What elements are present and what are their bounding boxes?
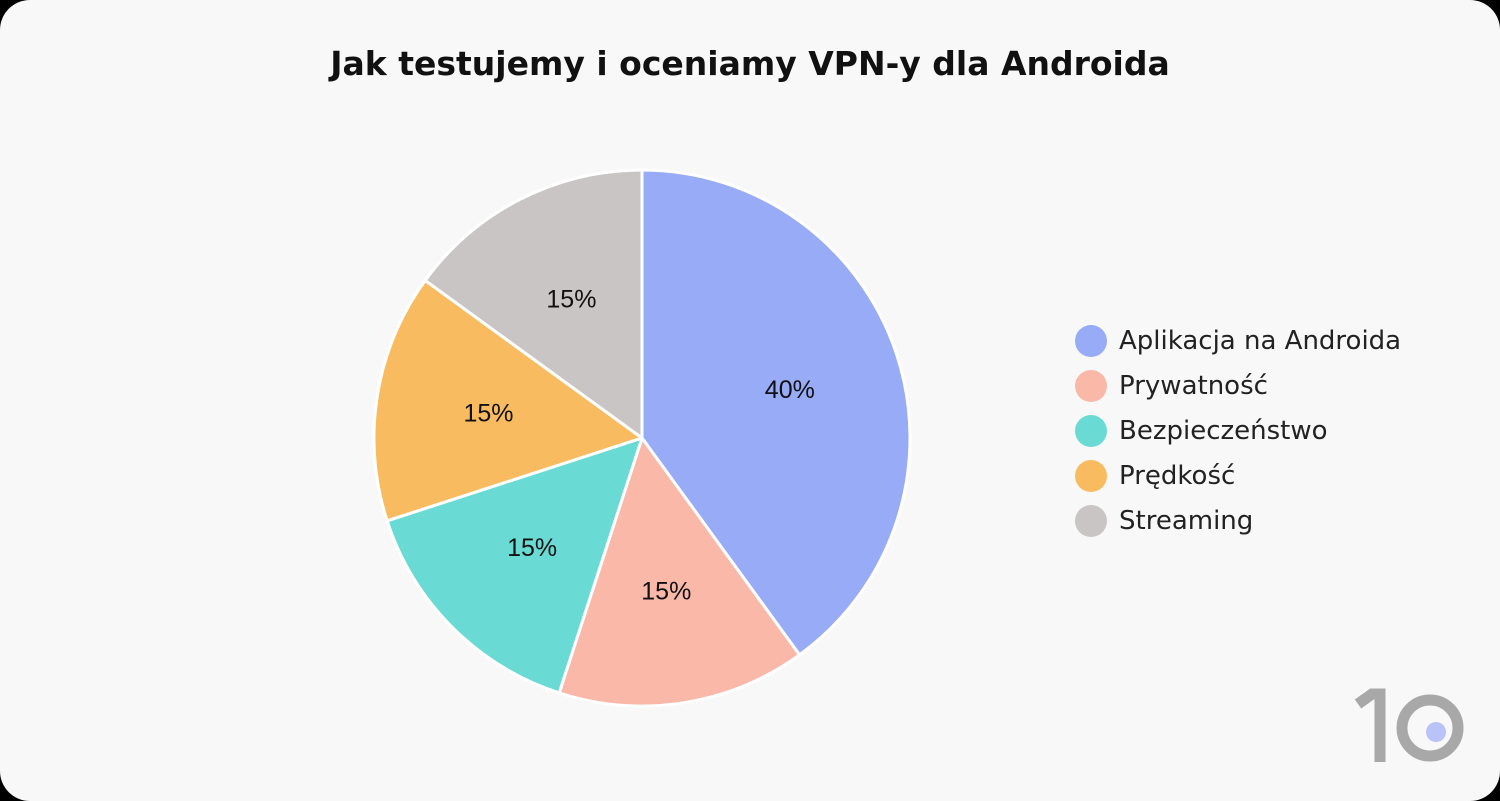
legend-label-0: Aplikacja na Androida <box>1119 325 1402 356</box>
legend-swatch-3 <box>1075 459 1107 492</box>
pie-slice-0 <box>640 168 912 657</box>
legend-item-2: Bezpieczeństwo <box>1075 408 1475 453</box>
legend-item-4: Streaming <box>1075 498 1475 543</box>
logo-digit-one <box>1354 688 1386 762</box>
chart-title: Jak testujemy i oceniamy VPN-y dla Andro… <box>330 44 1170 83</box>
pie-slice-label-3: 15% <box>463 400 513 428</box>
legend-label-1: Prywatność <box>1119 370 1268 401</box>
legend-item-0: Aplikacja na Androida <box>1075 318 1475 363</box>
legend-item-3: Prędkość <box>1075 453 1475 498</box>
brand-logo <box>1354 688 1464 762</box>
logo-dot <box>1426 722 1446 742</box>
pie-slice-label-1: 15% <box>641 578 691 606</box>
legend-swatch-4 <box>1075 504 1107 537</box>
pie-slice-4 <box>423 168 644 440</box>
legend-label-3: Prędkość <box>1119 460 1236 491</box>
legend-label-2: Bezpieczeństwo <box>1119 415 1328 446</box>
legend-swatch-2 <box>1075 414 1107 447</box>
pie-slice-3 <box>372 278 644 523</box>
logo-digit-zero <box>1396 694 1464 762</box>
pie-slice-1 <box>557 436 802 708</box>
legend-swatch-0 <box>1075 324 1107 357</box>
legend-label-4: Streaming <box>1119 505 1254 536</box>
pie-slice-2 <box>385 436 644 695</box>
pie-slice-label-4: 15% <box>546 286 596 314</box>
legend-swatch-1 <box>1075 369 1107 402</box>
pie-slice-label-0: 40% <box>765 376 815 404</box>
legend-item-1: Prywatność <box>1075 363 1475 408</box>
chart-legend: Aplikacja na Androida Prywatność Bezpiecze… <box>1075 318 1475 543</box>
pie-slice-label-2: 15% <box>507 534 557 562</box>
